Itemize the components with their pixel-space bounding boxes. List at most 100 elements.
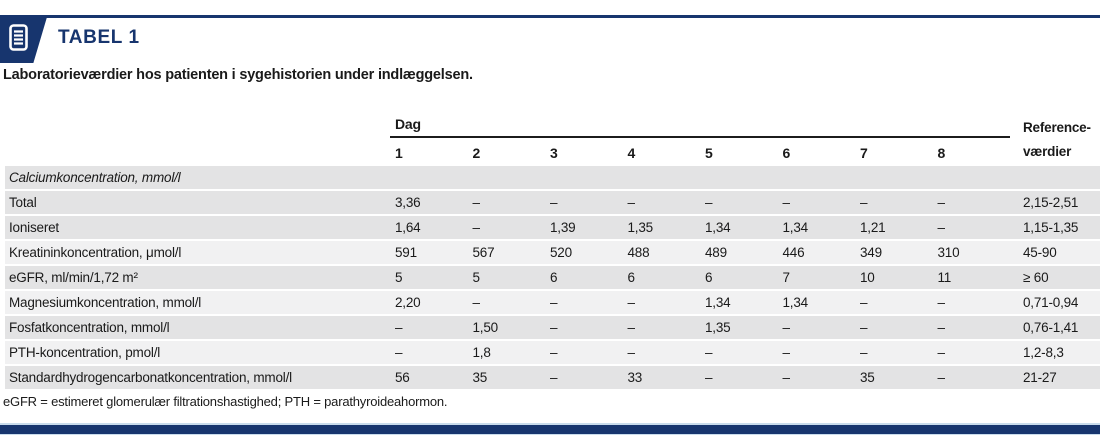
day-value-cell: 591 (395, 245, 417, 260)
day-value-cell: – (937, 345, 946, 360)
day-column-header: 5 (705, 145, 713, 161)
reference-header-line1: Reference- (1023, 120, 1091, 135)
day-value-cell: 33 (627, 370, 643, 385)
day-column-header: 1 (395, 145, 403, 161)
day-value-cell: 1,39 (550, 220, 576, 235)
row-label: Ioniseret (9, 220, 59, 235)
day-value-cell: 5 (472, 270, 481, 285)
day-value-cell: – (860, 320, 868, 335)
table-row: Magnesiumkoncentration, mmol/l 2,20 – – – 1,3… (5, 291, 1100, 316)
row-label: Standardhydrogencarbonatkoncentration, m… (9, 370, 292, 385)
abbreviations-footnote: eGFR = estimeret glomerulær filtrationsh… (3, 394, 448, 409)
day-value-cell: 3,36 (395, 195, 421, 210)
day-value-cell: 6 (550, 270, 558, 285)
day-column-header: 3 (550, 145, 558, 161)
table-row: PTH-koncentration, pmol/l – 1,8 – – – – – – 1,2-8… (5, 341, 1100, 366)
day-value-cell: 1,34 (705, 295, 731, 310)
day-value-cell: 1,34 (782, 220, 809, 235)
day-value-cell: 7 (782, 270, 791, 285)
day-value-cell: 1,35 (705, 320, 731, 335)
day-value-cell: 1,35 (627, 220, 654, 235)
table-row: eGFR, ml/min/1,72 m² 5 5 6 6 6 7 10 11 ≥ 60 (5, 266, 1100, 291)
reference-value-cell: 1,15-1,35 (1023, 220, 1079, 235)
document-icon (0, 24, 28, 56)
day-value-cell: – (627, 345, 636, 360)
day-value-cell: 2,20 (395, 295, 421, 310)
day-value-cell: 489 (705, 245, 727, 260)
reference-value-cell: 0,71-0,94 (1023, 295, 1079, 310)
day-value-cell: – (937, 320, 946, 335)
table-number-title: TABEL 1 (58, 27, 140, 48)
day-value-cell: – (782, 320, 791, 335)
reference-value-cell: ≥ 60 (1023, 270, 1049, 285)
table-body: Calciumkoncentration, mmol/l Total 3,36 – – –… (5, 166, 1100, 391)
day-value-cell: – (550, 320, 558, 335)
day-column-header: 2 (472, 145, 481, 161)
reference-value-cell: 1,2-8,3 (1023, 345, 1064, 360)
day-value-cell: 35 (860, 370, 875, 385)
day-value-cell: – (550, 345, 558, 360)
row-label: PTH-koncentration, pmol/l (9, 345, 161, 360)
day-value-cell: – (782, 345, 791, 360)
day-value-cell: – (627, 320, 636, 335)
day-value-cell: – (860, 295, 868, 310)
day-value-cell: – (937, 370, 946, 385)
reference-value-cell: 45-90 (1023, 245, 1057, 260)
day-value-cell: – (627, 195, 636, 210)
day-value-cell: – (860, 345, 868, 360)
day-value-cell: – (550, 370, 558, 385)
day-value-cell: 446 (782, 245, 805, 260)
day-value-cell: – (472, 195, 481, 210)
top-rule (0, 15, 1100, 18)
day-value-cell: 1,21 (860, 220, 886, 235)
reference-value-cell: 21-27 (1023, 370, 1057, 385)
day-column-header: 7 (860, 145, 868, 161)
table-badge (0, 17, 47, 63)
table-row: Fosfatkoncentration, mmol/l – 1,50 – – 1,35 – –… (5, 316, 1100, 341)
row-label: Kreatininkoncentration, μmol/l (9, 245, 182, 260)
reference-column-header: Reference- værdier (1010, 112, 1100, 166)
day-value-cell: 10 (860, 270, 875, 285)
table-caption: Laboratorieværdier hos patienten i sygeh… (3, 67, 473, 83)
day-group-header: Dag (390, 112, 1010, 138)
day-value-cell: – (550, 195, 558, 210)
day-column-header: 6 (782, 145, 791, 161)
day-value-cell: – (937, 295, 946, 310)
day-value-cell: 1,34 (705, 220, 731, 235)
day-value-cell: 310 (937, 245, 960, 260)
day-value-cell: 6 (705, 270, 713, 285)
day-value-cell: – (782, 370, 791, 385)
day-value-cell: – (395, 345, 403, 360)
day-column-header: 8 (937, 145, 946, 161)
day-value-cell: 11 (937, 270, 952, 285)
day-value-cell: 35 (472, 370, 488, 385)
row-label: Total (9, 195, 37, 210)
reference-header-line2: værdier (1023, 144, 1072, 159)
day-value-cell: – (472, 220, 481, 235)
day-value-cell: 1,34 (782, 295, 809, 310)
day-value-cell: 488 (627, 245, 650, 260)
day-value-cell: – (937, 220, 946, 235)
row-label: Magnesiumkoncentration, mmol/l (9, 295, 202, 310)
table-row: Standardhydrogencarbonatkoncentration, m… (5, 366, 1100, 391)
day-value-cell: 349 (860, 245, 882, 260)
table-row: Calciumkoncentration, mmol/l (5, 166, 1100, 191)
day-value-cell: – (550, 295, 558, 310)
day-value-cell: – (782, 195, 791, 210)
reference-value-cell: 0,76-1,41 (1023, 320, 1079, 335)
row-label: eGFR, ml/min/1,72 m² (9, 270, 138, 285)
table-header: Dag Reference- værdier 1 2 3 4 5 6 7 8 (5, 112, 1100, 166)
day-value-cell: – (937, 195, 946, 210)
day-value-cell: – (705, 345, 713, 360)
reference-value-cell: 2,15-2,51 (1023, 195, 1079, 210)
day-column-header: 4 (627, 145, 636, 161)
table-row: Kreatininkoncentration, μmol/l 591 567 520 4… (5, 241, 1100, 266)
day-value-cell: 6 (627, 270, 636, 285)
day-value-cell: 56 (395, 370, 410, 385)
row-label: Fosfatkoncentration, mmol/l (9, 320, 170, 335)
day-value-cell: – (705, 195, 713, 210)
day-value-cell: – (860, 195, 868, 210)
day-value-cell: – (705, 370, 713, 385)
